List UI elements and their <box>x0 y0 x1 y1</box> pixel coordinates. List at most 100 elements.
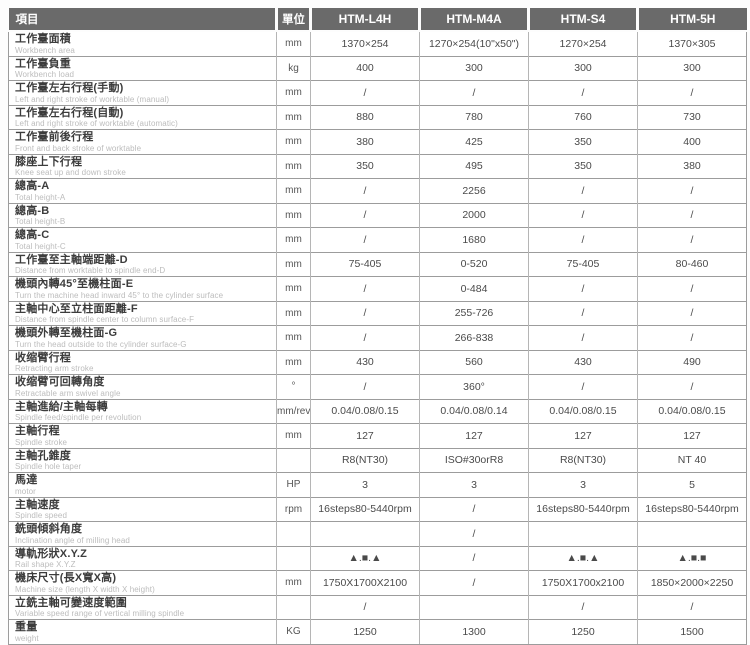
unit-cell: mm <box>276 325 311 350</box>
unit-cell: mm <box>276 227 311 252</box>
spec-label-cell: 主軸行程 Spindle stroke <box>8 423 277 448</box>
value-cell-htm-s4: / <box>528 594 638 620</box>
spec-label-cell: 馬達 motor <box>8 472 277 497</box>
value-cell-htm-s4: / <box>528 374 638 399</box>
value-cell-htm-m4a: / <box>419 521 529 546</box>
value-cell-htm-l4h: 0.04/0.08/0.15 <box>310 398 420 424</box>
spec-label-english: Inclination angle of milling head <box>15 535 130 545</box>
unit-cell: rpm <box>276 496 311 522</box>
spec-label-english: Retractable arm swivel angle <box>15 388 121 398</box>
spec-label-english: Left and right stroke of worktable (auto… <box>15 119 178 128</box>
spec-label-english: Turn the head outside to the cylinder su… <box>15 339 187 349</box>
table-row: 膝座上下行程 Knee seat up and down stroke mm 3… <box>8 153 747 179</box>
value-cell-htm-l4h <box>310 521 420 546</box>
value-cell-htm-5h: / <box>637 276 747 301</box>
value-cell-htm-5h: / <box>637 300 747 326</box>
spec-label-cell: 導軌形狀X.Y.Z Rail shape X.Y.Z <box>8 545 277 571</box>
value-cell-htm-5h: 400 <box>637 129 747 154</box>
value-cell-htm-m4a: 0-484 <box>419 276 529 301</box>
value-cell-htm-l4h: R8(NT30) <box>310 447 420 473</box>
spec-label-cell: 主軸孔錐度 Spindle hole taper <box>8 447 277 473</box>
column-header-unit: 單位 <box>276 8 312 32</box>
spec-label-chinese: 主軸行程 <box>15 425 60 437</box>
value-cell-htm-5h: 300 <box>637 55 747 81</box>
value-cell-htm-m4a: 2256 <box>419 178 529 203</box>
value-cell-htm-l4h: / <box>310 374 420 399</box>
spec-label-chinese: 工作臺負重 <box>15 57 71 70</box>
spec-table-header: 項目 單位 HTM-L4H HTM-M4A HTM-S4 HTM-5H <box>8 8 747 32</box>
table-row: 工作臺左右行程(手動) Left and right stroke of wor… <box>8 80 747 105</box>
value-cell-htm-5h: 0.04/0.08/0.15 <box>637 398 747 424</box>
value-cell-htm-s4: / <box>528 80 638 105</box>
unit-cell: mm <box>276 276 311 301</box>
spec-label-cell: 機頭外轉至機柱面-G Turn the head outside to the … <box>8 325 277 350</box>
spec-label-chinese: 工作臺面積 <box>15 33 71 45</box>
unit-cell <box>276 521 311 546</box>
value-cell-htm-5h: / <box>637 374 747 399</box>
table-row: 主軸中心至立柱面距離-F Distance from spindle cente… <box>8 300 747 326</box>
unit-cell: mm <box>276 178 311 203</box>
value-cell-htm-5h: / <box>637 80 747 105</box>
spec-label-chinese: 機床尺寸(長X寬X高) <box>15 572 117 584</box>
spec-label-chinese: 主軸中心至立柱面距離-F <box>15 302 138 315</box>
value-cell-htm-s4: / <box>528 227 638 252</box>
value-cell-htm-l4h: 127 <box>310 423 420 448</box>
spec-label-cell: 收缩臂行程 Retracting arm stroke <box>8 349 277 375</box>
value-cell-htm-l4h: / <box>310 202 420 228</box>
unit-cell: mm <box>276 349 311 375</box>
table-row: 工作臺至主軸端距離-D Distance from worktable to s… <box>8 251 747 277</box>
value-cell-htm-l4h: 75-405 <box>310 251 420 277</box>
spec-label-cell: 總高-B Total height-B <box>8 202 277 228</box>
spec-label-english: Distance from spindle center to column s… <box>15 315 195 324</box>
value-cell-htm-5h: 380 <box>637 153 747 179</box>
table-row: 工作臺負重 Workbench load kg 400 300 300 300 <box>8 55 747 81</box>
value-cell-htm-s4: 1250 <box>528 619 638 645</box>
unit-cell: mm <box>276 104 311 130</box>
value-cell-htm-5h: 80-460 <box>637 251 747 277</box>
table-row: 工作臺面積 Workbench area mm 1370×254 1270×25… <box>8 30 747 56</box>
spec-label-cell: 工作臺前後行程 Front and back stroke of worktab… <box>8 129 277 154</box>
spec-label-cell: 工作臺左右行程(手動) Left and right stroke of wor… <box>8 80 277 105</box>
spec-label-chinese: 工作臺至主軸端距離-D <box>15 253 128 266</box>
value-cell-htm-l4h: / <box>310 325 420 350</box>
spec-label-english: Spindle stroke <box>15 437 68 447</box>
value-cell-htm-5h: 1850×2000×2250 <box>637 570 747 595</box>
table-row: 總高-C Total height-C mm / 1680 / / <box>8 227 747 252</box>
value-cell-htm-l4h: / <box>310 227 420 252</box>
value-cell-htm-m4a: / <box>419 80 529 105</box>
spec-label-cell: 主軸進給/主軸每轉 Spindle feed/spindle per revol… <box>8 398 277 424</box>
spec-label-cell: 膝座上下行程 Knee seat up and down stroke <box>8 153 277 179</box>
spec-label-chinese: 銑頭傾斜角度 <box>15 523 83 535</box>
value-cell-htm-s4: 350 <box>528 129 638 154</box>
table-row: 主軸速度 Spindle speed rpm 16steps80-5440rpm… <box>8 496 747 522</box>
value-cell-htm-s4: 1750X1700x2100 <box>528 570 638 595</box>
value-cell-htm-s4: 1270×254 <box>528 30 638 56</box>
spec-label-english: motor <box>15 486 36 496</box>
spec-label-english: Knee seat up and down stroke <box>15 168 126 177</box>
value-cell-htm-5h: 730 <box>637 104 747 130</box>
unit-cell: mm/rev <box>276 398 311 424</box>
value-cell-htm-m4a: 266-838 <box>419 325 529 350</box>
value-cell-htm-m4a: / <box>419 545 529 571</box>
table-row: 立銑主軸可變速度範圍 Variable speed range of verti… <box>8 594 747 620</box>
spec-label-english: Spindle speed <box>15 511 68 520</box>
value-cell-htm-m4a: 255-726 <box>419 300 529 326</box>
spec-label-english: Total height-B <box>15 217 66 226</box>
spec-label-chinese: 總高-B <box>15 204 50 217</box>
spec-label-english: Workbench area <box>15 45 75 55</box>
value-cell-htm-5h: 5 <box>637 472 747 497</box>
value-cell-htm-5h: / <box>637 325 747 350</box>
unit-cell: HP <box>276 472 311 497</box>
value-cell-htm-m4a: 360° <box>419 374 529 399</box>
value-cell-htm-l4h: 380 <box>310 129 420 154</box>
unit-cell: mm <box>276 570 311 595</box>
spec-sheet-page: 項目 單位 HTM-L4H HTM-M4A HTM-S4 HTM-5H 工作臺面… <box>8 8 747 645</box>
spec-label-chinese: 膝座上下行程 <box>15 155 83 168</box>
value-cell-htm-s4: 0.04/0.08/0.15 <box>528 398 638 424</box>
spec-label-cell: 工作臺至主軸端距離-D Distance from worktable to s… <box>8 251 277 277</box>
table-row: 導軌形狀X.Y.Z Rail shape X.Y.Z ▲.■.▲ / ▲.■.▲… <box>8 545 747 571</box>
spec-label-english: Left and right stroke of worktable (manu… <box>15 94 170 104</box>
spec-label-cell: 收缩臂可回轉角度 Retractable arm swivel angle <box>8 374 277 399</box>
value-cell-htm-5h: / <box>637 178 747 203</box>
spec-label-english: Total height-C <box>15 241 66 251</box>
